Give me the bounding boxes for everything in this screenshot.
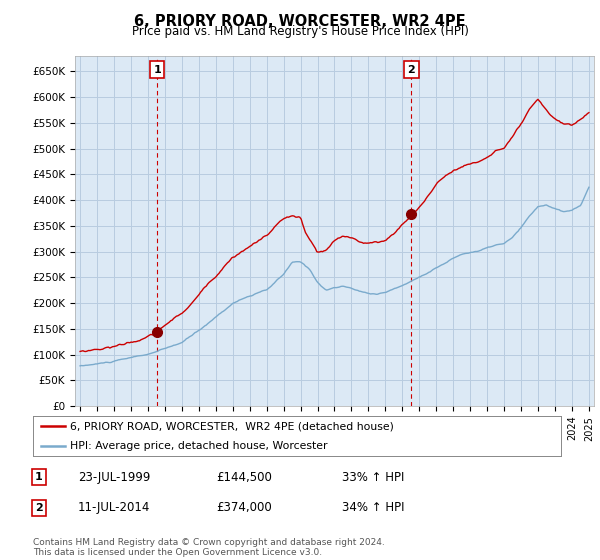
Text: 11-JUL-2014: 11-JUL-2014 bbox=[78, 501, 151, 515]
Text: 6, PRIORY ROAD, WORCESTER,  WR2 4PE (detached house): 6, PRIORY ROAD, WORCESTER, WR2 4PE (deta… bbox=[70, 421, 394, 431]
Text: Price paid vs. HM Land Registry's House Price Index (HPI): Price paid vs. HM Land Registry's House … bbox=[131, 25, 469, 38]
Text: 1: 1 bbox=[35, 472, 43, 482]
Text: HPI: Average price, detached house, Worcester: HPI: Average price, detached house, Worc… bbox=[70, 441, 328, 451]
Text: 33% ↑ HPI: 33% ↑ HPI bbox=[342, 470, 404, 484]
Text: 1: 1 bbox=[154, 65, 161, 74]
Text: Contains HM Land Registry data © Crown copyright and database right 2024.
This d: Contains HM Land Registry data © Crown c… bbox=[33, 538, 385, 557]
Text: 2: 2 bbox=[407, 65, 415, 74]
Text: 6, PRIORY ROAD, WORCESTER, WR2 4PE: 6, PRIORY ROAD, WORCESTER, WR2 4PE bbox=[134, 14, 466, 29]
Text: £144,500: £144,500 bbox=[216, 470, 272, 484]
Text: 23-JUL-1999: 23-JUL-1999 bbox=[78, 470, 151, 484]
Text: 2: 2 bbox=[35, 503, 43, 513]
Text: £374,000: £374,000 bbox=[216, 501, 272, 515]
Text: 34% ↑ HPI: 34% ↑ HPI bbox=[342, 501, 404, 515]
